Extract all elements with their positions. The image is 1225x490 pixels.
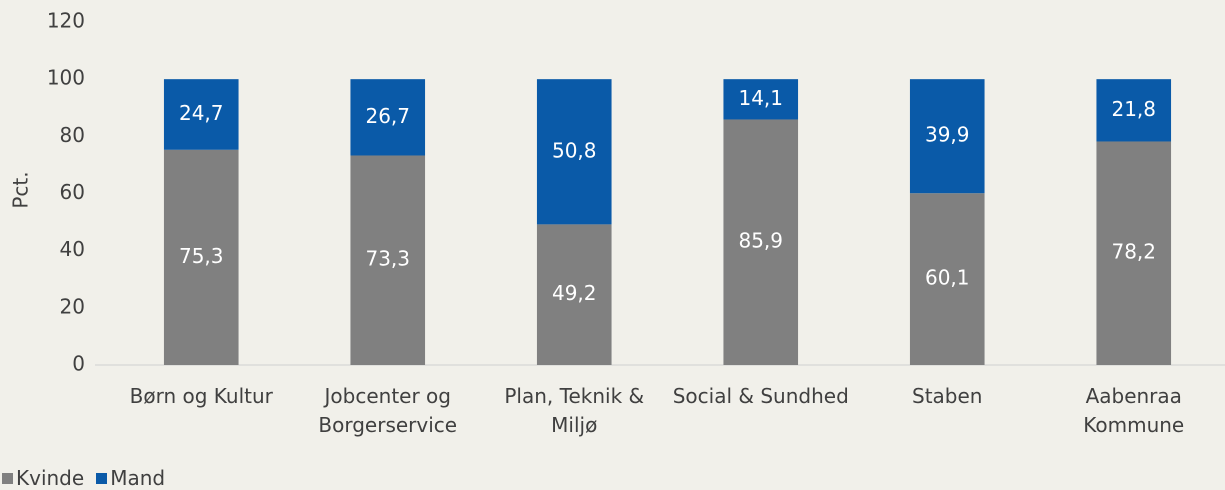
y-tick-label: 120 bbox=[47, 9, 85, 33]
x-tick-label: Social & Sundhed bbox=[672, 384, 849, 408]
data-label: 49,2 bbox=[552, 281, 597, 305]
bar-segment bbox=[536, 79, 612, 225]
data-label: 21,8 bbox=[1111, 97, 1156, 121]
y-axis-label: Pct. bbox=[9, 171, 33, 208]
data-label: 26,7 bbox=[365, 104, 410, 128]
bar-segment bbox=[350, 155, 426, 365]
legend-item: Kvinde bbox=[2, 466, 84, 490]
data-label: 50,8 bbox=[552, 138, 597, 162]
y-tick-label: 20 bbox=[60, 294, 85, 318]
bar-segment bbox=[1096, 79, 1172, 142]
x-tick-label: Børn og Kultur bbox=[129, 384, 273, 408]
bar-segment bbox=[723, 119, 799, 365]
bar-segment bbox=[909, 193, 985, 365]
data-label: 75,3 bbox=[179, 244, 224, 268]
legend-swatch bbox=[96, 472, 108, 484]
y-tick-label: 80 bbox=[60, 123, 85, 147]
legend-label: Kvinde bbox=[16, 466, 85, 490]
legend-label: Mand bbox=[110, 466, 166, 490]
x-tick-label: Plan, Teknik & Miljø bbox=[504, 384, 645, 437]
data-label: 24,7 bbox=[179, 101, 224, 125]
data-label: 14,1 bbox=[738, 86, 783, 110]
data-label: 60,1 bbox=[925, 266, 970, 290]
data-label: 85,9 bbox=[738, 229, 783, 253]
bar-segment bbox=[536, 224, 612, 365]
data-label: 39,9 bbox=[925, 123, 970, 147]
bar-segment bbox=[350, 79, 426, 156]
y-tick-label: 0 bbox=[72, 352, 85, 376]
legend-item: Mand bbox=[96, 466, 165, 490]
bar-segment bbox=[163, 79, 239, 150]
bar-segment bbox=[723, 79, 799, 120]
bar-segment bbox=[909, 79, 985, 194]
bar-segment bbox=[1096, 141, 1172, 365]
x-tick-label: Aabenraa Kommune bbox=[1083, 384, 1185, 437]
data-label: 73,3 bbox=[365, 247, 410, 271]
bar-segment bbox=[163, 149, 239, 365]
legend-swatch bbox=[2, 472, 13, 484]
y-tick-label: 40 bbox=[60, 237, 85, 261]
x-tick-label: Jobcenter og Borgerservice bbox=[318, 384, 458, 437]
y-tick-label: 60 bbox=[60, 180, 85, 204]
data-label: 78,2 bbox=[1111, 240, 1156, 264]
x-tick-label: Staben bbox=[912, 384, 983, 408]
y-tick-label: 100 bbox=[47, 66, 85, 90]
